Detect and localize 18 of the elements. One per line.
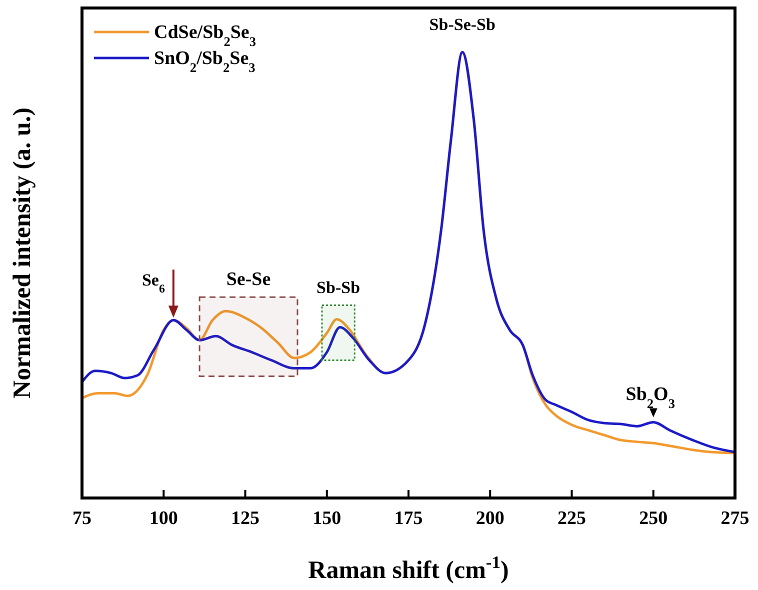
legend-label: SnO$_{2}$/Sb$_{2}$Se$_{3}$ — [154, 48, 256, 74]
annotation: Sb$_{2}$O$_{3}$ — [626, 384, 676, 411]
x-tick-label: 125 — [231, 508, 260, 529]
x-tick-label: 150 — [312, 508, 342, 529]
x-tick-label: 250 — [639, 508, 668, 529]
x-tick-label: 75 — [72, 508, 92, 529]
y-axis-title: Normalized intensity (a. u.) — [9, 108, 36, 398]
annotation: Sb-Se-Sb — [429, 15, 496, 34]
x-tick-label: 225 — [558, 508, 586, 529]
annotation: Se$_{6}$ — [142, 270, 165, 296]
x-tick-label: 100 — [149, 508, 178, 529]
band-label: Sb-Sb — [316, 278, 360, 298]
x-tick-label: 200 — [476, 508, 504, 529]
x-tick-label: 275 — [720, 508, 750, 529]
band-label: Se-Se — [226, 269, 271, 290]
x-axis-title: Raman shift (cm$^{-1}$) — [308, 552, 509, 584]
legend-label: CdSe/Sb$_{2}$Se$_{3}$ — [154, 22, 256, 48]
x-tick-label: 175 — [394, 508, 423, 529]
